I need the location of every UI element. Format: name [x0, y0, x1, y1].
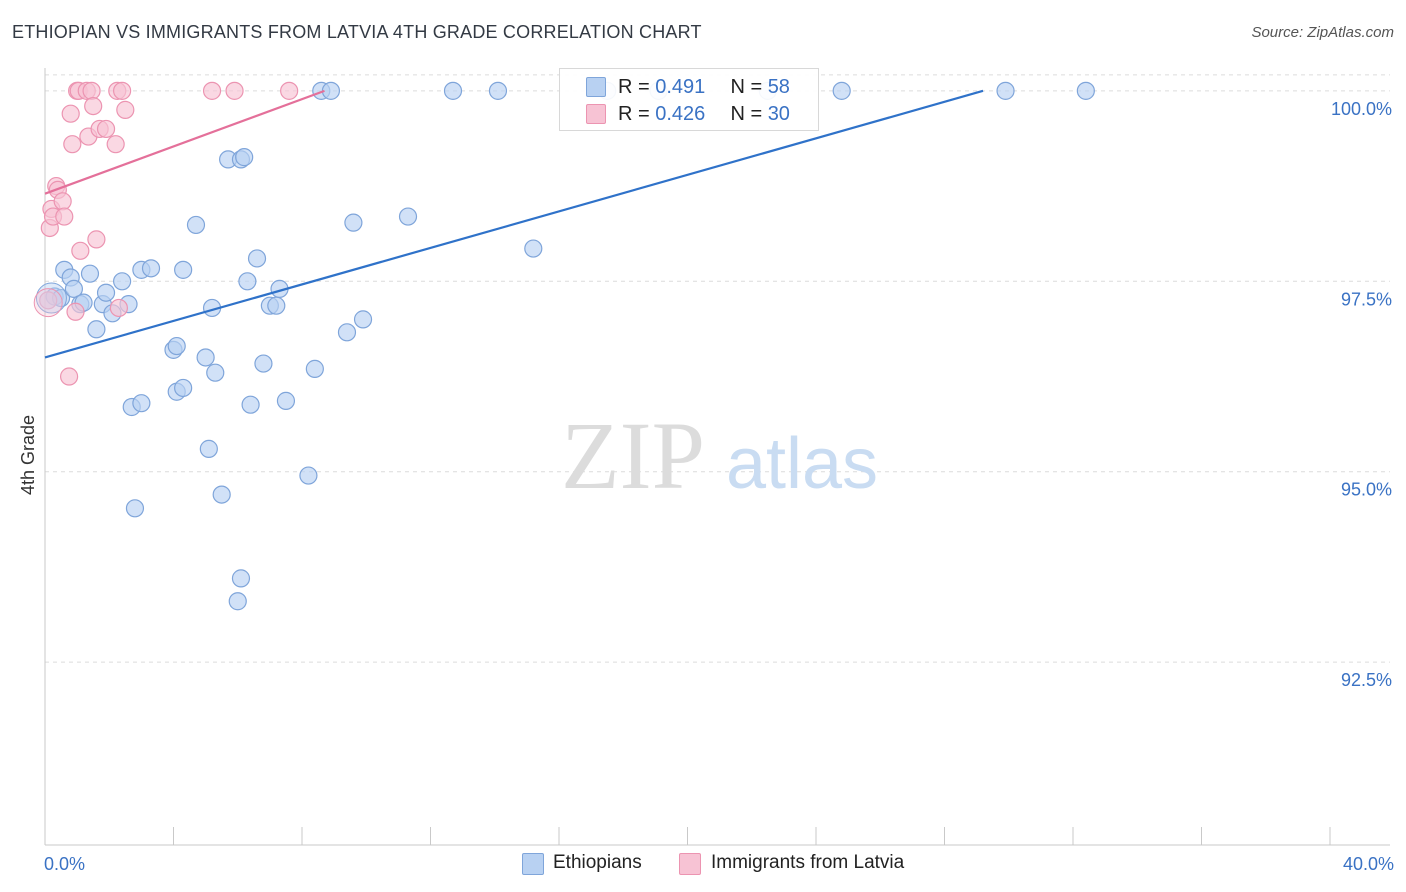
- latvia-point: [66, 302, 85, 321]
- ethiopians-point: [196, 348, 215, 367]
- ethiopians-point: [996, 81, 1015, 100]
- legend-row-ethiopians: R = 0.491 N = 58: [618, 76, 790, 99]
- ethiopians-point: [321, 81, 341, 100]
- latvia-point: [225, 81, 244, 100]
- axes-layer: [44, 68, 1390, 846]
- ethiopians-point: [1076, 81, 1095, 100]
- legend-r-label-1: R =: [618, 76, 650, 98]
- latvia-point: [82, 81, 101, 100]
- legend-r-value-2: 0.426: [655, 103, 706, 125]
- trend-layer: [44, 89, 984, 359]
- ethiopians-point: [186, 215, 206, 235]
- latvia-point: [61, 104, 80, 123]
- watermark: ZIP atlas: [561, 402, 878, 509]
- latvia-point: [53, 192, 72, 211]
- ethiopians-point: [231, 569, 251, 588]
- ethiopians-point: [141, 259, 161, 278]
- y-tick-label: 97.5%: [1341, 289, 1392, 309]
- watermark-atlas: atlas: [726, 424, 878, 504]
- ethiopians-point: [125, 499, 145, 518]
- latvia-point: [112, 81, 132, 100]
- latvia-point: [96, 119, 116, 139]
- latvia-point: [116, 100, 135, 119]
- bottom-legend-swatch-latvia: [679, 853, 701, 875]
- ethiopians-point: [206, 363, 225, 382]
- legend-swatch-latvia: [586, 104, 606, 124]
- stats-legend: R = 0.491 N = 58 R = 0.426 N = 30: [559, 68, 819, 131]
- points-layer: [33, 81, 1095, 611]
- bottom-legend-ethiopians: Ethiopians: [553, 852, 642, 873]
- ethiopians-point: [299, 466, 318, 485]
- ethiopians-point: [174, 260, 193, 279]
- source-label: Source: ZipAtlas.com: [1251, 24, 1394, 41]
- ethiopians-point: [305, 359, 324, 378]
- latvia-point: [84, 96, 103, 116]
- latvia-point: [109, 298, 128, 318]
- legend-swatch-ethiopians: [586, 77, 606, 97]
- latvia-point: [33, 288, 63, 318]
- y-tick-label: 95.0%: [1341, 480, 1392, 500]
- legend-n-label-2: N =: [730, 103, 763, 125]
- ethiopians-point: [167, 336, 186, 356]
- legend-n-label-1: N =: [730, 76, 763, 98]
- latvia-point: [202, 81, 222, 100]
- ethiopians-point: [337, 323, 357, 342]
- latvia-point: [71, 241, 90, 260]
- ethiopians-point: [132, 394, 151, 413]
- latvia-point: [280, 81, 299, 100]
- y-tick-label: 92.5%: [1341, 670, 1392, 690]
- ethiopians-point: [87, 320, 106, 339]
- ethiopians-point: [524, 239, 543, 258]
- latvia-point: [106, 135, 125, 154]
- latvia-point: [59, 367, 79, 386]
- y-tick-label: 100.0%: [1331, 99, 1392, 119]
- ethiopians-point: [212, 485, 231, 504]
- ethiopians-point: [80, 264, 100, 283]
- legend-n-value-1: 58: [767, 76, 790, 98]
- legend-row-latvia: R = 0.426 N = 30: [618, 103, 790, 126]
- watermark-zip: ZIP: [561, 402, 705, 509]
- ethiopians-point: [398, 207, 418, 226]
- ethiopians-point: [238, 272, 257, 291]
- x-tick-label: 40.0%: [1343, 854, 1394, 874]
- ethiopians-point: [112, 272, 132, 291]
- ethiopians-point: [276, 391, 296, 410]
- ethiopians-point: [247, 249, 267, 268]
- ethiopians-point: [344, 213, 363, 232]
- latvia-point: [63, 135, 82, 154]
- ethiopians-point: [228, 592, 247, 611]
- ethiopians-point: [353, 310, 373, 329]
- ethiopians-point: [96, 283, 116, 302]
- ethiopians-point: [267, 296, 286, 315]
- legend-n-value-2: 30: [767, 103, 790, 125]
- chart-title: ETHIOPIAN VS IMMIGRANTS FROM LATVIA 4TH …: [12, 22, 702, 42]
- bottom-legend-latvia: Immigrants from Latvia: [711, 852, 905, 873]
- latvia-point: [39, 291, 58, 310]
- latvia-trend-line: [44, 89, 325, 195]
- x-tick-label: 0.0%: [44, 854, 85, 874]
- ethiopians-point: [241, 395, 260, 414]
- ethiopians-point: [254, 354, 273, 373]
- ethiopians-point: [235, 148, 254, 167]
- legend-r-value-1: 0.491: [655, 76, 706, 98]
- ethiopians-point: [35, 282, 67, 314]
- latvia-point: [87, 230, 106, 249]
- ethiopians-point: [199, 439, 218, 458]
- ethiopians-point: [832, 81, 851, 100]
- legend-r-label-2: R =: [618, 103, 650, 125]
- ethiopians-point: [174, 378, 193, 398]
- ethiopians-point: [64, 279, 84, 299]
- ethiopians-point: [443, 81, 463, 100]
- ethiopians-trend-line: [44, 89, 984, 359]
- latvia-point: [55, 207, 74, 226]
- ticks-layer: 92.5% 95.0% 97.5% 100.0% 0.0% 40.0%: [44, 99, 1394, 874]
- bottom-legend-swatch-ethiopians: [522, 853, 544, 875]
- ethiopians-point: [488, 81, 508, 100]
- y-axis-label: 4th Grade: [18, 415, 38, 495]
